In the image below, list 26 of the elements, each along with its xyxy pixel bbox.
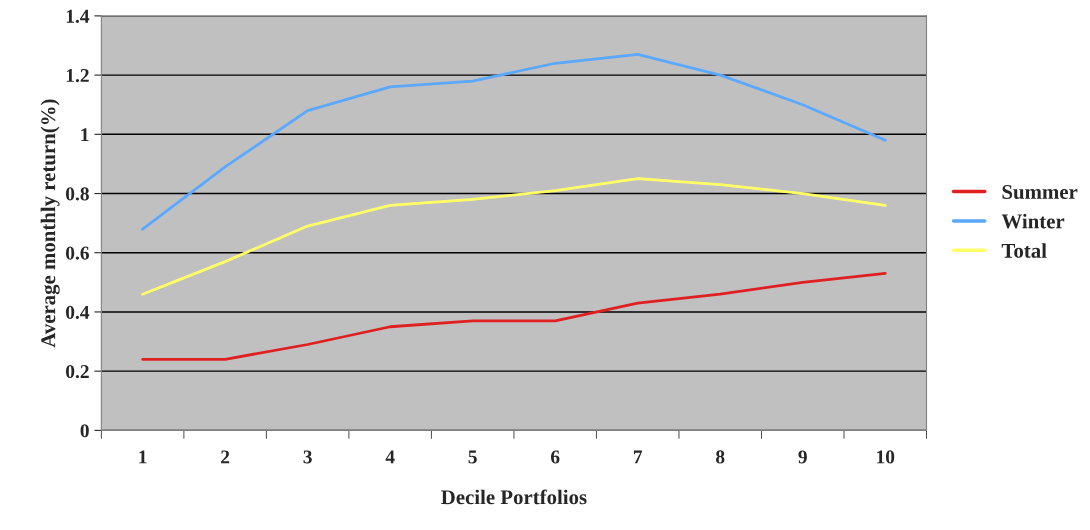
y-tick-label: 0.4 [66, 305, 90, 319]
y-tick-label: 1 [81, 128, 89, 142]
x-tick-label: 5 [468, 450, 477, 464]
x-tick-label: 6 [551, 450, 560, 464]
x-tick-label: 3 [303, 450, 312, 464]
y-axis-title: Average monthly return(%) [40, 99, 60, 348]
x-tick-label: 7 [633, 450, 643, 464]
x-tick-label: 8 [716, 450, 725, 464]
line-series [141, 177, 887, 296]
y-tick-label: 0.8 [66, 187, 89, 201]
y-tick-label: 0 [80, 424, 89, 438]
legend-label: Winter [1001, 213, 1065, 229]
x-tick-label: 10 [877, 450, 895, 464]
line-series [141, 53, 887, 231]
line-series [141, 272, 887, 361]
x-tick-label: 4 [385, 450, 395, 464]
legend-label: Total [1001, 243, 1047, 258]
y-tick-label: 0.6 [66, 246, 89, 260]
x-tick-label: 1 [139, 450, 147, 464]
legend-label: Summer [1002, 184, 1078, 200]
x-axis-title: Decile Portfolios [441, 489, 587, 505]
y-tick-label: 0.2 [66, 364, 89, 379]
x-tick-label: 2 [221, 450, 230, 464]
y-tick-label: 1.4 [66, 9, 90, 23]
y-tick-label: 1.2 [66, 68, 89, 83]
x-tick-label: 9 [798, 450, 807, 464]
